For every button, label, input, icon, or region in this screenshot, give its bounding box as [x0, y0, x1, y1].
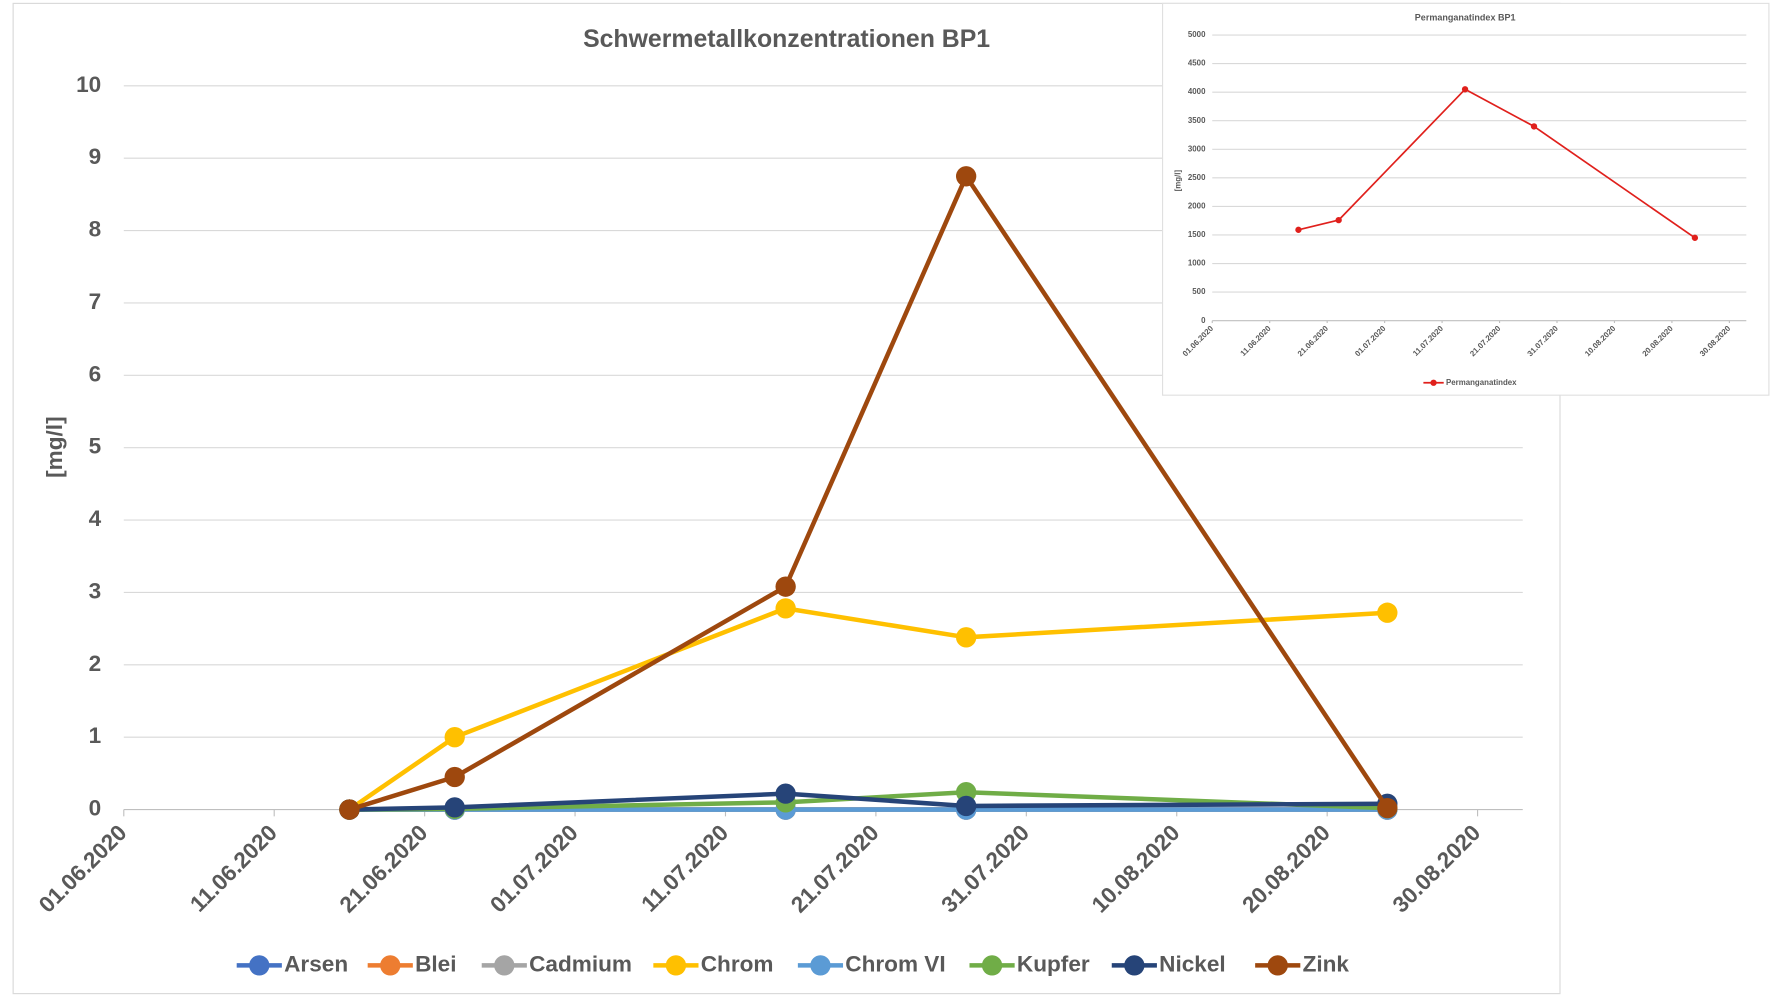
data-point: [1377, 602, 1398, 623]
y-tick-label: 3000: [1188, 144, 1206, 153]
legend-label: Arsen: [284, 951, 348, 976]
legend-label: Cadmium: [529, 951, 632, 976]
data-point: [1295, 226, 1302, 233]
data-point: [1530, 123, 1538, 130]
data-point: [444, 727, 465, 748]
legend-label: Zink: [1303, 951, 1350, 976]
data-point: [775, 598, 796, 619]
y-tick-label: 8: [89, 217, 102, 242]
legend-marker: [981, 955, 1003, 976]
legend-label: Nickel: [1159, 951, 1226, 976]
data-point: [1335, 216, 1342, 224]
legend-label: Permanganatindex: [1446, 378, 1517, 387]
legend-marker: [810, 955, 831, 976]
legend-marker: [1267, 955, 1288, 976]
y-tick-label: 1000: [1188, 259, 1206, 268]
legend-marker: [1430, 379, 1437, 386]
data-point: [955, 627, 977, 648]
chart-title: Permanganatindex BP1: [1415, 12, 1516, 22]
legend-marker: [380, 955, 401, 976]
data-point: [339, 799, 360, 820]
legend-label: Chrom VI: [845, 951, 945, 976]
data-point: [955, 795, 977, 817]
data-point: [444, 766, 465, 788]
data-point: [1377, 797, 1398, 819]
data-point: [775, 783, 796, 804]
y-tick-label: 3: [89, 578, 102, 603]
y-tick-label: 5000: [1188, 30, 1206, 39]
y-tick-label: 0: [89, 796, 102, 821]
data-point: [955, 166, 977, 187]
y-tick-label: 6: [89, 361, 102, 386]
y-tick-label: 4500: [1188, 59, 1206, 68]
y-tick-label: 0: [1201, 316, 1206, 325]
data-point: [775, 576, 796, 597]
y-tick-label: 7: [89, 289, 102, 314]
legend-marker: [1124, 955, 1145, 976]
y-tick-label: 10: [76, 72, 101, 97]
chart-title: Schwermetallkonzentrationen BP1: [583, 26, 990, 53]
legend-label: Kupfer: [1017, 951, 1090, 976]
data-point: [444, 797, 465, 818]
y-tick-label: 4000: [1188, 87, 1206, 96]
y-axis-label: [mg/l]: [1173, 170, 1182, 192]
legend-marker: [665, 955, 687, 976]
y-tick-label: 5: [89, 434, 102, 459]
legend-marker: [249, 955, 270, 976]
y-axis-label: [mg/l]: [42, 416, 67, 477]
y-tick-label: 500: [1192, 287, 1206, 296]
y-tick-label: 1500: [1188, 230, 1206, 239]
legend-label: Chrom: [701, 951, 774, 976]
y-tick-label: 3500: [1188, 116, 1206, 125]
y-tick-label: 2000: [1188, 201, 1206, 210]
data-point: [1461, 86, 1469, 93]
y-tick-label: 1: [89, 723, 102, 748]
legend-label: Blei: [415, 951, 456, 976]
y-tick-label: 2500: [1188, 173, 1206, 182]
data-point: [1691, 234, 1699, 241]
legend-marker: [494, 955, 515, 976]
y-tick-label: 9: [89, 144, 102, 169]
inset-chart-frame: [1162, 2, 1770, 396]
y-tick-label: 4: [89, 506, 102, 531]
y-tick-label: 2: [89, 651, 102, 676]
